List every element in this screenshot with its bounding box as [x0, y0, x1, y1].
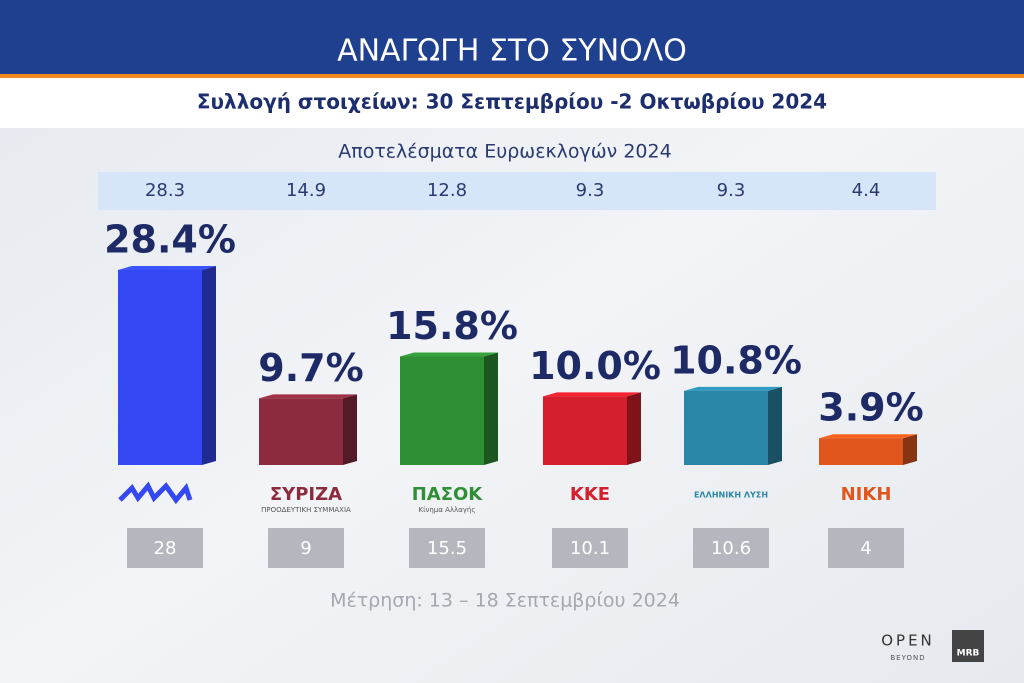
chart-title: ΑΝΑΓΩΓΗ ΣΤΟ ΣΥΝΟΛΟ — [337, 34, 687, 69]
reference-value: 15.5 — [427, 538, 467, 559]
bar-side — [484, 352, 498, 465]
bar — [543, 396, 627, 465]
subtitle-band — [0, 78, 1024, 128]
reference-box — [828, 528, 904, 568]
reference-box — [552, 528, 628, 568]
bar-top — [819, 434, 917, 439]
reference-box — [127, 528, 203, 568]
reference-value: 28.3 — [145, 180, 185, 201]
reference-box — [409, 528, 485, 568]
bar — [400, 356, 484, 465]
bar-side — [627, 392, 641, 465]
bar-side — [202, 266, 216, 465]
value-label: 3.9% — [818, 386, 923, 430]
branding: OPEN BEYOND MRB — [881, 630, 984, 662]
bar-side — [768, 386, 782, 465]
value-label: 10.8% — [670, 338, 802, 382]
reference-value: 10.1 — [570, 538, 610, 559]
reference-value: 28 — [154, 538, 177, 559]
party-logo — [118, 481, 193, 505]
bar-top — [684, 386, 782, 391]
bar-top — [543, 392, 641, 397]
party-logo-label: ΝΙΚΗ — [841, 484, 892, 505]
reference-band — [98, 172, 936, 210]
reference-title: Μέτρηση: 13 – 18 Σεπτεμβρίου 2024 — [330, 590, 680, 612]
bar — [684, 390, 768, 465]
reference-value: 4 — [860, 538, 871, 559]
reference-value: 9 — [300, 538, 311, 559]
value-label: 10.0% — [529, 344, 661, 388]
reference-value: 9.3 — [576, 180, 605, 201]
bar-side — [343, 394, 357, 465]
bar-top — [118, 266, 216, 270]
chart-subtitle: Συλλογή στοιχείων: 30 Σεπτεμβρίου -2 Οκτ… — [197, 90, 827, 114]
value-label: 28.4% — [104, 218, 236, 262]
reference-value: 10.6 — [711, 538, 751, 559]
reference-box — [693, 528, 769, 568]
bar — [118, 270, 202, 465]
bar — [819, 438, 903, 465]
reference-box — [268, 528, 344, 568]
party-logo-label: ΕΛΛΗΝΙΚΗ ΛΥΣΗ — [694, 491, 768, 500]
reference-value: 14.9 — [286, 180, 326, 201]
bar-top — [400, 352, 498, 357]
reference-title: Αποτελέσματα Ευρωεκλογών 2024 — [338, 141, 671, 163]
brand-text: OPEN — [881, 632, 935, 650]
party-logo-note: ΠΡΟΟΔΕΥΤΙΚΗ ΣΥΜΜΑΧΙΑ — [261, 506, 351, 514]
value-label: 9.7% — [258, 346, 363, 390]
value-label: 15.8% — [386, 304, 518, 348]
bar — [259, 398, 343, 465]
reference-value: 9.3 — [717, 180, 746, 201]
reference-value: 12.8 — [427, 180, 467, 201]
party-logo-label: ΠΑΣΟΚ — [412, 484, 484, 505]
brand-text: BEYOND — [890, 654, 925, 662]
bar-top — [259, 394, 357, 399]
party-logo-label: ΚΚΕ — [570, 484, 610, 505]
header-accent — [0, 74, 1024, 78]
brand-text: MRB — [957, 649, 980, 659]
party-logo-label: ΣΥΡΙΖΑ — [270, 484, 342, 505]
party-logo-note: Κίνημα Αλλαγής — [419, 506, 476, 514]
header-band — [0, 0, 1024, 78]
brand-box — [952, 630, 984, 662]
bar-side — [903, 434, 917, 465]
reference-value: 4.4 — [852, 180, 881, 201]
